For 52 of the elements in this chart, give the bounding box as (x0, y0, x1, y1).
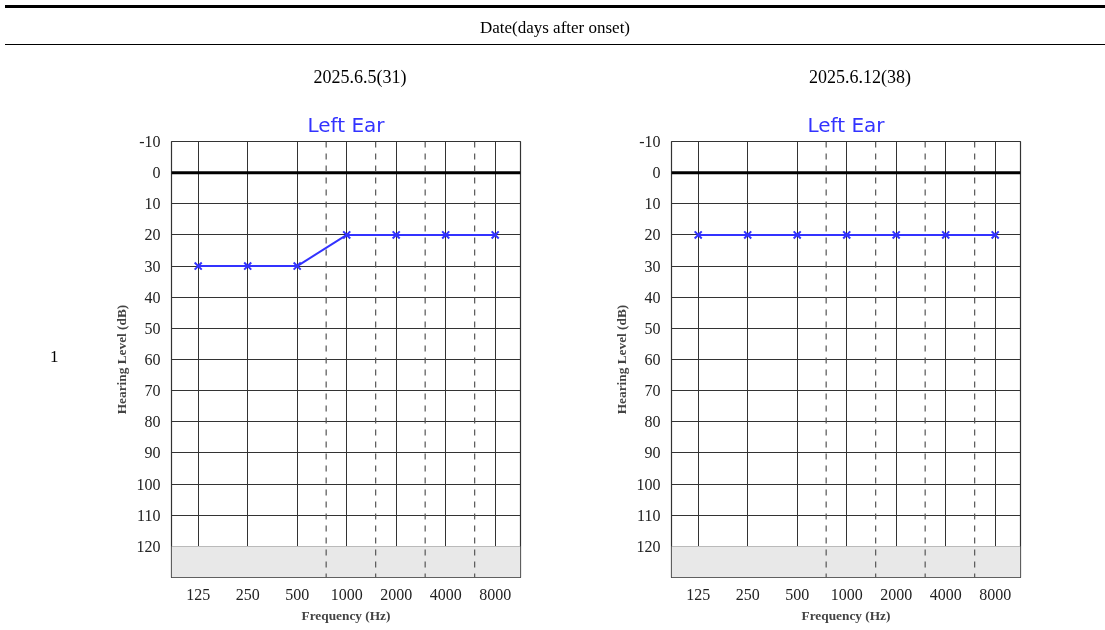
y-tick-label: 40 (144, 288, 161, 306)
y-tick-label: 120 (636, 537, 661, 555)
x-tick-label: 4000 (429, 585, 462, 603)
y-tick-label: 0 (152, 164, 161, 182)
x-tick-label: 500 (285, 585, 310, 603)
y-tick-label: -10 (139, 133, 161, 150)
y-tick-label: -10 (639, 133, 661, 150)
y-tick-label: 110 (637, 506, 661, 524)
chart-subtitle: 2025.6.5(31) (313, 66, 407, 89)
y-tick-label: 10 (644, 195, 661, 213)
y-tick-label: 80 (144, 413, 161, 431)
y-tick-label: 80 (644, 413, 661, 431)
chart-title: Left Ear (307, 112, 386, 137)
x-tick-label: 8000 (479, 585, 512, 603)
y-tick-label: 90 (144, 444, 161, 462)
text: 1 (50, 346, 59, 368)
chart-subtitle: 2025.6.12(38) (809, 66, 911, 89)
y-tick-label: 120 (136, 537, 161, 555)
y-tick-label: 100 (636, 475, 661, 493)
x-tick-label: 8000 (979, 585, 1012, 603)
x-axis-title: Frequency (Hz) (301, 607, 391, 623)
x-tick-label: 250 (235, 585, 260, 603)
y-tick-label: 0 (652, 164, 661, 182)
y-tick-label: 20 (144, 226, 161, 244)
y-tick-label: 70 (644, 382, 661, 400)
x-tick-label: 2000 (380, 585, 413, 603)
x-axis-title: Frequency (Hz) (801, 607, 891, 623)
y-axis-title: Hearing Level (dB) (113, 304, 129, 415)
y-tick-label: 60 (644, 351, 661, 368)
y-axis-title: Hearing Level (dB) (613, 304, 629, 415)
x-tick-label: 2000 (880, 585, 913, 603)
y-tick-label: 30 (644, 257, 661, 275)
y-tick-label: 50 (144, 319, 161, 337)
y-tick-label: 70 (144, 382, 161, 400)
y-tick-label: 90 (644, 444, 661, 462)
x-tick-label: 125 (186, 585, 211, 603)
y-tick-label: 20 (644, 226, 661, 244)
x-tick-label: 1000 (330, 585, 363, 603)
x-tick-label: 250 (735, 585, 760, 603)
y-tick-label: 10 (144, 195, 161, 213)
y-tick-label: 110 (137, 506, 161, 524)
y-tick-label: 30 (144, 257, 161, 275)
x-tick-label: 500 (785, 585, 810, 603)
chart-title: Left Ear (807, 112, 886, 137)
x-tick-label: 1000 (830, 585, 863, 603)
y-tick-label: 40 (644, 288, 661, 306)
y-tick-label: 100 (136, 475, 161, 493)
x-tick-label: 125 (686, 585, 711, 603)
x-tick-label: 4000 (929, 585, 962, 603)
y-tick-label: 50 (644, 319, 661, 337)
y-tick-label: 60 (144, 351, 161, 368)
text: Date(days after onset) (479, 17, 631, 39)
